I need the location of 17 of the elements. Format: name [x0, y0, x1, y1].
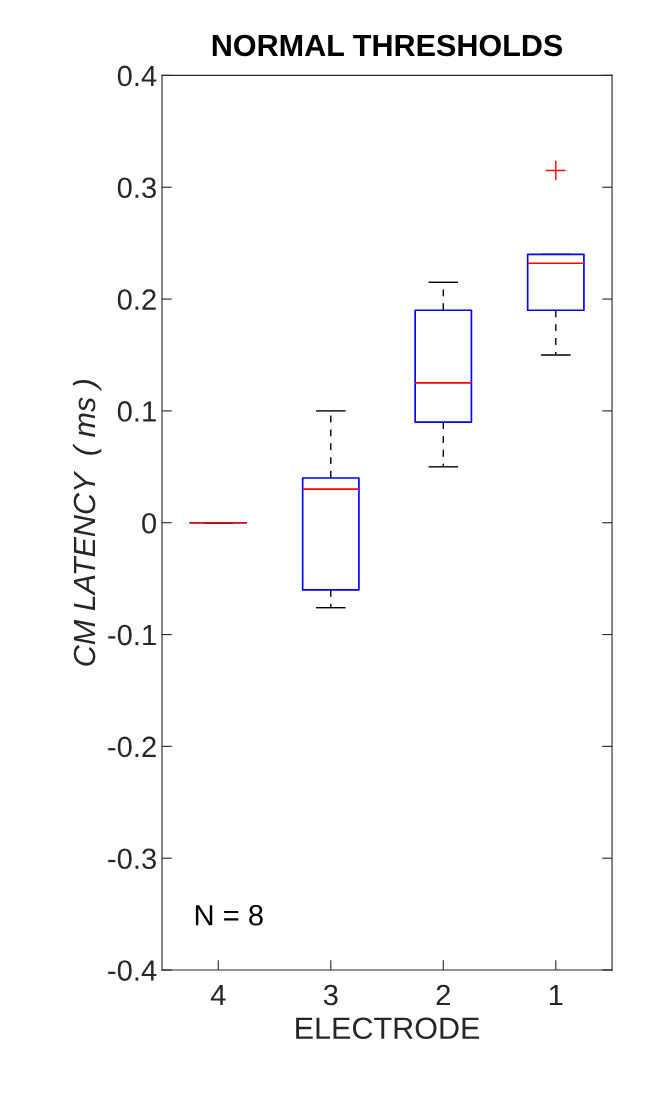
y-tick-label: -0.1 — [108, 624, 156, 646]
y-tick-label: 0.4 — [117, 65, 157, 87]
y-tick-label: 0.3 — [117, 177, 156, 199]
y-tick-label: 0 — [142, 512, 157, 534]
y-tick-label: 0.2 — [117, 289, 156, 310]
y-tick-label: -0.3 — [108, 848, 156, 870]
x-axis-title: ELECTRODE — [296, 1017, 480, 1040]
chart-title: NORMAL THRESHOLDS — [212, 34, 563, 57]
annotation: N = 8 — [195, 904, 263, 926]
x-tick-label: 1 — [549, 985, 563, 1006]
y-axis-title: CM LATENCY ( ms ) — [72, 379, 102, 666]
y-tick-label: -0.4 — [108, 960, 157, 981]
y-tick-label: 0.1 — [117, 401, 156, 422]
y-tick-label: -0.2 — [108, 736, 156, 758]
x-tick-label: 3 — [323, 984, 338, 1006]
x-tick-label: 4 — [210, 985, 226, 1006]
x-tick-label: 2 — [436, 984, 450, 1006]
